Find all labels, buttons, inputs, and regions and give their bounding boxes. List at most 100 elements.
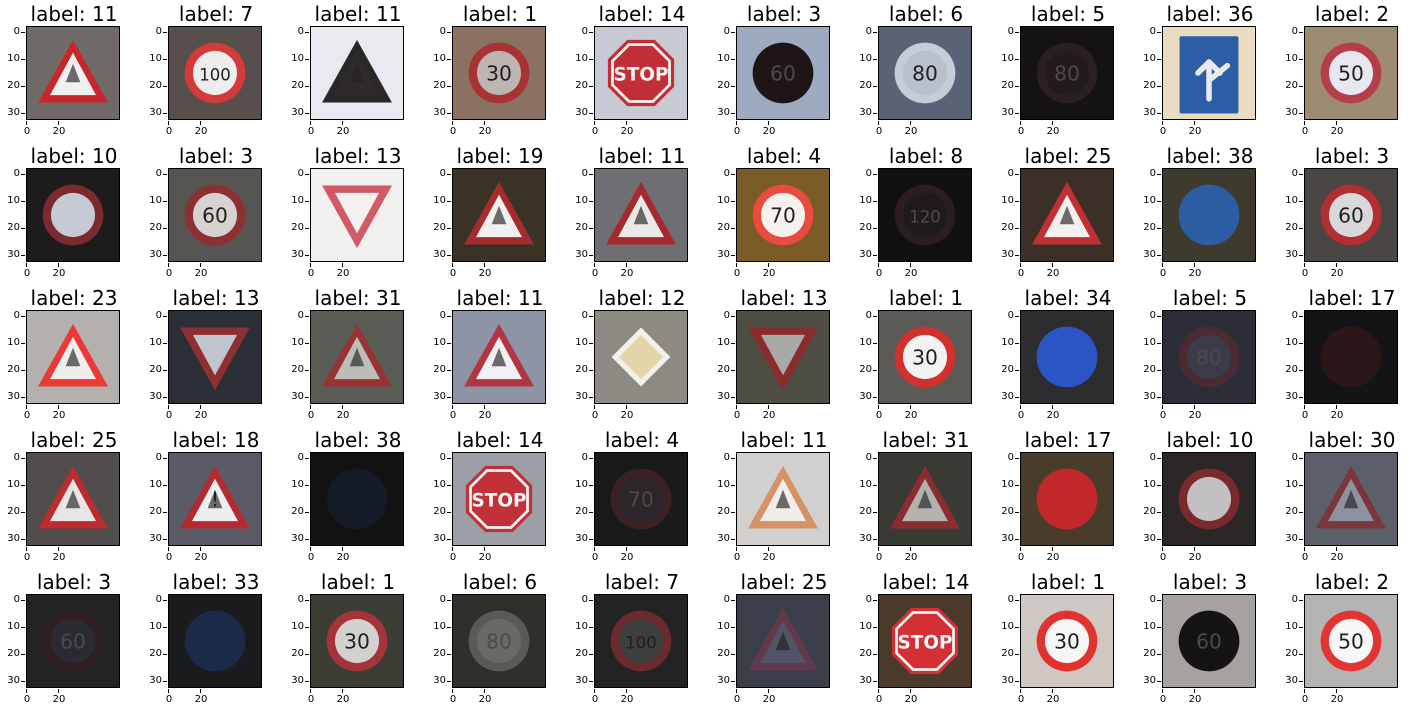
y-tick-label: 20 bbox=[1136, 80, 1161, 92]
y-tick-label: 20 bbox=[710, 364, 735, 376]
y-tick-label: 0 bbox=[142, 310, 167, 322]
tile-title: label: 10 bbox=[30, 144, 118, 168]
x-tick-label: 0 bbox=[296, 405, 326, 422]
y-tick-label: 0 bbox=[426, 168, 451, 180]
y-tick-label: 0 bbox=[426, 310, 451, 322]
tile: 0 10 20 30 0 20 label: 13 bbox=[710, 284, 852, 426]
tile-image: 60 bbox=[27, 595, 119, 687]
x-tick-label: 0 bbox=[1290, 689, 1320, 706]
tile: 0 10 20 30 0 20 label: 34 bbox=[994, 284, 1136, 426]
tile-title: label: 14 bbox=[598, 2, 686, 26]
y-tick-label: 30 bbox=[710, 533, 735, 545]
y-tick-label: 30 bbox=[142, 249, 167, 261]
y-tick-label: 10 bbox=[284, 621, 309, 633]
tile-image: 100 bbox=[595, 595, 687, 687]
tile-title: label: 33 bbox=[172, 570, 260, 594]
tile-image bbox=[169, 595, 261, 687]
x-tick-label: 0 bbox=[580, 689, 610, 706]
y-tick-label: 10 bbox=[426, 479, 451, 491]
sign-shape bbox=[891, 607, 959, 675]
x-tick-label: 0 bbox=[1290, 121, 1320, 138]
y-tick-label: 30 bbox=[0, 107, 25, 119]
x-tick-label: 0 bbox=[580, 405, 610, 422]
tile-image bbox=[737, 595, 829, 687]
tile-image: STOP bbox=[453, 453, 545, 545]
sign-symbol bbox=[633, 205, 649, 225]
sign-shape bbox=[465, 465, 533, 533]
tile-image bbox=[1021, 311, 1113, 403]
y-tick-label: 20 bbox=[426, 80, 451, 92]
x-tick-label: 0 bbox=[1006, 405, 1036, 422]
x-tick-label: 20 bbox=[328, 689, 358, 706]
tile-frame: 100 bbox=[168, 26, 262, 120]
x-tick-label: 0 bbox=[1148, 547, 1178, 564]
tile-image: 60 bbox=[169, 169, 261, 261]
y-tick-label: 10 bbox=[852, 621, 877, 633]
tile: 0 10 20 30 0 20 label: 4 70 bbox=[710, 142, 852, 284]
tile: 0 10 20 30 0 20 label: 11 bbox=[0, 0, 142, 142]
y-tick-label: 20 bbox=[1278, 80, 1303, 92]
tile: 0 10 20 30 0 20 label: 17 bbox=[994, 426, 1136, 568]
y-tick-label: 0 bbox=[0, 594, 25, 606]
sign-inner bbox=[902, 50, 948, 96]
y-tick-label: 10 bbox=[0, 621, 25, 633]
x-tick-label: 20 bbox=[470, 689, 500, 706]
sign-symbol bbox=[207, 489, 223, 509]
y-tick-label: 20 bbox=[1136, 506, 1161, 518]
sign-inner bbox=[1328, 618, 1374, 664]
tile-title: label: 19 bbox=[456, 144, 544, 168]
y-tick-label: 0 bbox=[142, 168, 167, 180]
sign-inner bbox=[1328, 192, 1374, 238]
y-tick-label: 30 bbox=[1278, 675, 1303, 687]
y-tick-label: 30 bbox=[1136, 249, 1161, 261]
tile-title: label: 17 bbox=[1024, 428, 1112, 452]
y-tick-label: 20 bbox=[1278, 648, 1303, 660]
y-tick-label: 30 bbox=[994, 107, 1019, 119]
y-tick-label: 10 bbox=[142, 53, 167, 65]
x-tick-label: 0 bbox=[154, 689, 184, 706]
tile-frame: STOP bbox=[878, 594, 972, 688]
y-tick-label: 20 bbox=[568, 80, 593, 92]
tile-frame bbox=[1020, 310, 1114, 404]
tile-image bbox=[1163, 169, 1255, 261]
sign-text: 60 bbox=[1196, 629, 1222, 653]
x-tick-label: 20 bbox=[896, 405, 926, 422]
x-tick-label: 20 bbox=[470, 121, 500, 138]
tile-frame: 30 bbox=[878, 310, 972, 404]
sign-border bbox=[895, 611, 955, 671]
tile-title: label: 10 bbox=[1166, 428, 1254, 452]
tile-frame bbox=[168, 310, 262, 404]
sign-inner bbox=[50, 192, 96, 238]
tile-title: label: 23 bbox=[30, 286, 118, 310]
tile-frame bbox=[310, 452, 404, 546]
tile-frame: 100 bbox=[594, 594, 688, 688]
tile: 0 10 20 30 0 20 label: 36 bbox=[1136, 0, 1278, 142]
y-tick-label: 30 bbox=[0, 675, 25, 687]
y-tick-label: 0 bbox=[1278, 594, 1303, 606]
sign-inner bbox=[760, 334, 806, 376]
tile-image bbox=[311, 311, 403, 403]
tile-frame bbox=[452, 168, 546, 262]
tile-title: label: 1 bbox=[320, 570, 396, 594]
y-tick-label: 30 bbox=[852, 391, 877, 403]
y-tick-label: 20 bbox=[852, 506, 877, 518]
x-tick-label: 20 bbox=[186, 121, 216, 138]
x-tick-label: 0 bbox=[864, 689, 894, 706]
y-tick-label: 10 bbox=[568, 53, 593, 65]
y-tick-label: 30 bbox=[1136, 107, 1161, 119]
sign-text: 100 bbox=[199, 65, 231, 84]
y-tick-label: 20 bbox=[142, 648, 167, 660]
tile-title: label: 38 bbox=[1166, 144, 1254, 168]
tile-frame: 60 bbox=[1304, 168, 1398, 262]
y-tick-label: 30 bbox=[0, 533, 25, 545]
tile-frame: 60 bbox=[1162, 594, 1256, 688]
y-tick-label: 30 bbox=[852, 249, 877, 261]
y-tick-label: 30 bbox=[284, 533, 309, 545]
y-tick-label: 20 bbox=[142, 222, 167, 234]
sign-inner bbox=[1186, 192, 1232, 238]
tile-frame: 50 bbox=[1304, 594, 1398, 688]
y-tick-label: 30 bbox=[1278, 533, 1303, 545]
tile-image bbox=[1163, 27, 1255, 119]
y-tick-label: 30 bbox=[710, 249, 735, 261]
